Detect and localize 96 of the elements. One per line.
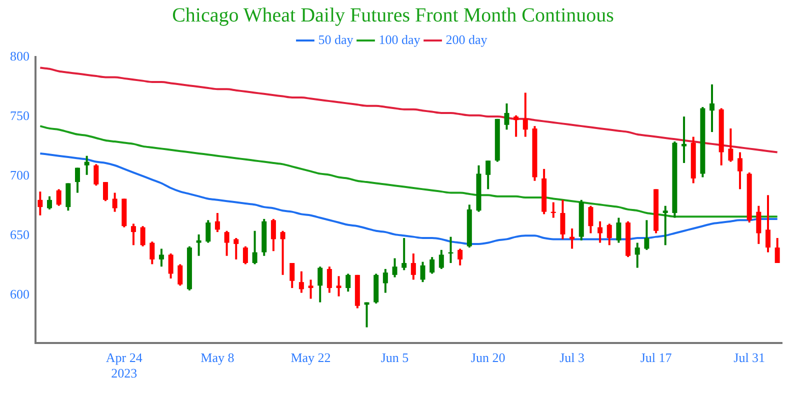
x-tick-label: Jul 31 <box>734 350 766 366</box>
candlestick <box>122 198 127 228</box>
candlestick <box>438 248 444 270</box>
y-tick-label: 800 <box>10 48 30 64</box>
candlestick <box>214 212 220 234</box>
candlestick <box>252 230 258 266</box>
candlestick <box>168 252 174 280</box>
candlestick <box>718 107 724 166</box>
candlestick <box>280 230 286 276</box>
candlestick <box>514 114 519 138</box>
candlestick <box>616 216 622 244</box>
candlestick <box>94 163 99 187</box>
candlestick <box>150 240 155 266</box>
candlestick <box>186 245 192 292</box>
candlestick <box>728 127 734 163</box>
candlestick <box>102 181 108 202</box>
candlestick <box>644 219 650 251</box>
candlestick <box>542 168 547 216</box>
candlestick <box>746 172 752 224</box>
candlestick <box>242 245 248 266</box>
candlestick <box>690 136 696 184</box>
candlestick <box>738 151 743 190</box>
legend-label: 200 day <box>446 32 488 47</box>
candlestick <box>140 225 146 248</box>
candlestick <box>262 218 267 257</box>
candlestick <box>382 268 388 294</box>
candlestick <box>654 188 659 234</box>
candlestick <box>270 218 276 252</box>
line-series <box>39 66 778 154</box>
candlestick <box>756 204 762 245</box>
x-tick-label: Jul 3 <box>560 350 585 366</box>
candlestick <box>682 116 687 164</box>
candlestick <box>392 257 398 278</box>
candlestick <box>410 252 416 281</box>
candlestick <box>354 274 360 310</box>
candlestick <box>672 140 678 219</box>
y-tick-label: 650 <box>10 227 30 242</box>
candlestick <box>606 222 612 246</box>
candlestick <box>486 160 491 190</box>
candlestick <box>634 242 640 269</box>
candlestick <box>710 83 715 134</box>
chart-title: Chicago Wheat Daily Futures Front Month Continuous <box>172 4 614 26</box>
candlestick <box>178 263 183 287</box>
candlestick <box>522 92 528 138</box>
legend-label: 50 day <box>318 32 354 47</box>
candlestick <box>66 182 71 212</box>
x-tick-label: Jun 5 <box>380 350 409 366</box>
candlestick <box>626 220 631 258</box>
candlestick <box>466 204 472 249</box>
x-tick-label: Apr 24 2023 <box>106 350 143 381</box>
x-tick-label: Jun 20 <box>470 350 506 366</box>
y-tick-label: 750 <box>10 108 30 123</box>
candlestick <box>74 166 80 194</box>
candlestick <box>588 204 594 234</box>
candlestick <box>532 125 538 182</box>
candlestick <box>560 198 566 240</box>
candlestick <box>130 222 136 246</box>
candlestick <box>38 190 43 216</box>
line-series <box>39 125 778 218</box>
candlestick <box>374 272 379 305</box>
x-tick-label: Jul 17 <box>640 350 672 366</box>
candlestick <box>336 275 342 298</box>
candlestick <box>206 219 211 244</box>
candlestick <box>46 195 52 210</box>
line-series <box>39 152 778 245</box>
candlestick <box>504 102 510 131</box>
candlestick <box>430 256 435 275</box>
candlestick <box>318 266 323 304</box>
candlestick <box>112 192 118 213</box>
candlestick <box>290 262 295 290</box>
legend-label: 100 day <box>378 32 421 47</box>
candlestick <box>196 233 202 257</box>
candlestick <box>158 248 164 268</box>
candlestick <box>476 164 482 213</box>
candlestick <box>420 260 426 284</box>
candlestick <box>598 220 603 244</box>
candlestick <box>494 118 500 163</box>
candlestick <box>700 106 706 178</box>
candlestick <box>224 230 230 257</box>
candlestick <box>234 237 239 260</box>
y-tick-label: 600 <box>10 286 30 302</box>
candlestick <box>298 270 304 294</box>
candlestick <box>766 194 771 254</box>
candlestick <box>578 198 584 242</box>
candlestick <box>458 248 463 266</box>
candlestick <box>56 188 62 207</box>
x-tick-label: May 8 <box>200 350 234 366</box>
candlestick <box>84 154 90 176</box>
candlestick <box>774 237 780 264</box>
y-tick-label: 700 <box>10 168 30 183</box>
candlestick <box>402 237 407 272</box>
x-tick-label: May 22 <box>290 350 331 366</box>
candlestick <box>308 278 314 300</box>
candlestick <box>326 266 332 294</box>
candlestick <box>662 204 668 246</box>
candlestick <box>346 272 351 293</box>
